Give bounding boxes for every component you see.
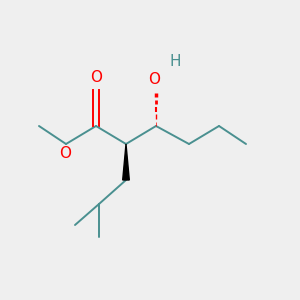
Text: O: O <box>59 146 71 161</box>
Polygon shape <box>123 144 129 180</box>
Text: H: H <box>170 54 181 69</box>
Text: O: O <box>148 72 160 87</box>
Text: O: O <box>90 70 102 86</box>
